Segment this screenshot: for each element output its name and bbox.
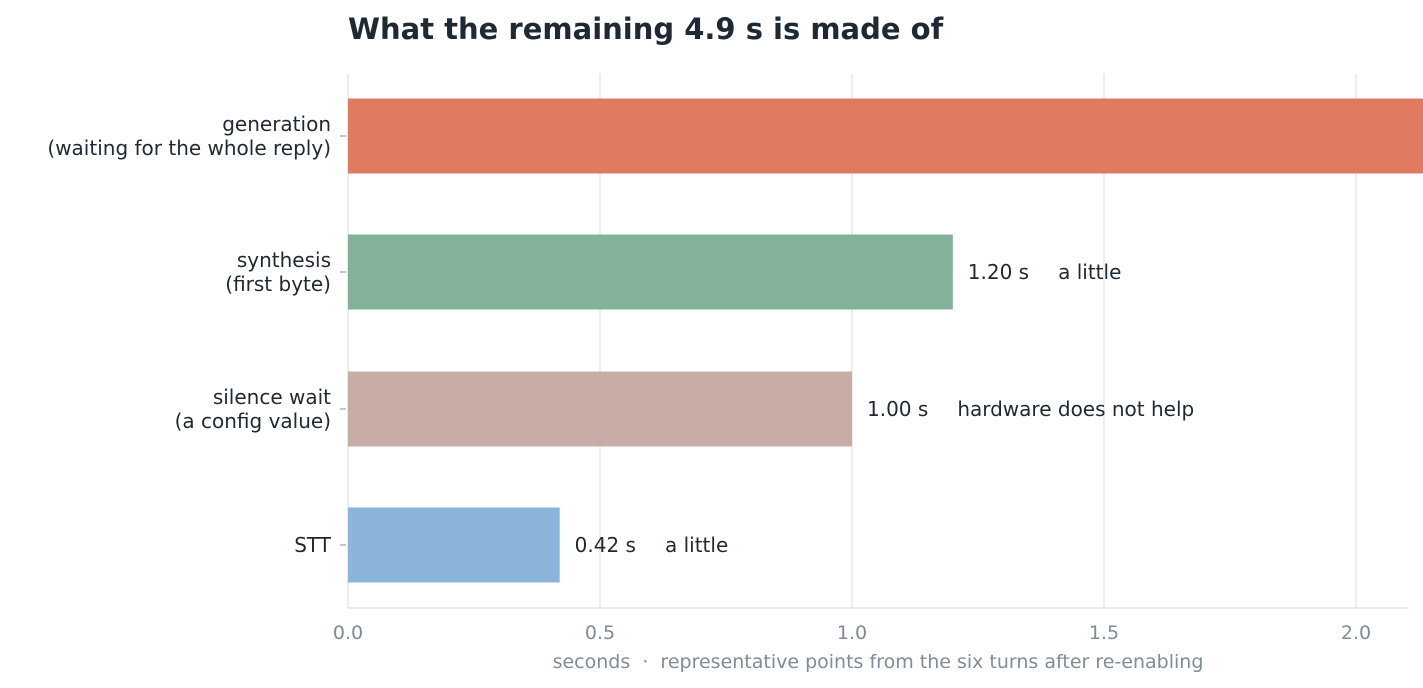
value-label: 1.20 s <box>968 260 1029 284</box>
x-tick-label: 0.0 <box>333 622 363 644</box>
category-labels: generation(waiting for the whole reply) s… <box>47 112 346 557</box>
category-label: STT <box>294 533 332 557</box>
annotation-label: a little <box>1058 260 1121 284</box>
x-axis-label: seconds · representative points from the… <box>553 651 1204 673</box>
annotation-label: hardware does not help <box>957 397 1194 421</box>
bar <box>348 234 953 310</box>
category-label: (first byte) <box>225 272 331 296</box>
x-tick-label: 1.5 <box>1089 622 1119 644</box>
bar <box>348 98 1423 174</box>
bars <box>348 98 1423 583</box>
x-tick-label: 1.0 <box>837 622 867 644</box>
annotation-label: a little <box>665 533 728 557</box>
bar <box>348 507 560 583</box>
chart-title: What the remaining 4.9 s is made of <box>348 12 944 46</box>
x-tick-label: 0.5 <box>585 622 615 644</box>
value-label: 1.00 s <box>867 397 928 421</box>
x-tick-labels: 0.00.51.01.52.02.53.03.54.0 <box>333 622 1371 644</box>
category-label: synthesis <box>237 248 331 272</box>
category-label: silence wait <box>213 385 331 409</box>
category-label: (waiting for the whole reply) <box>47 136 331 160</box>
category-label: (a config value) <box>175 409 331 433</box>
value-label: 0.42 s <box>575 533 636 557</box>
x-tick-label: 2.0 <box>1341 622 1371 644</box>
category-label: generation <box>222 112 331 136</box>
bar <box>348 371 852 447</box>
